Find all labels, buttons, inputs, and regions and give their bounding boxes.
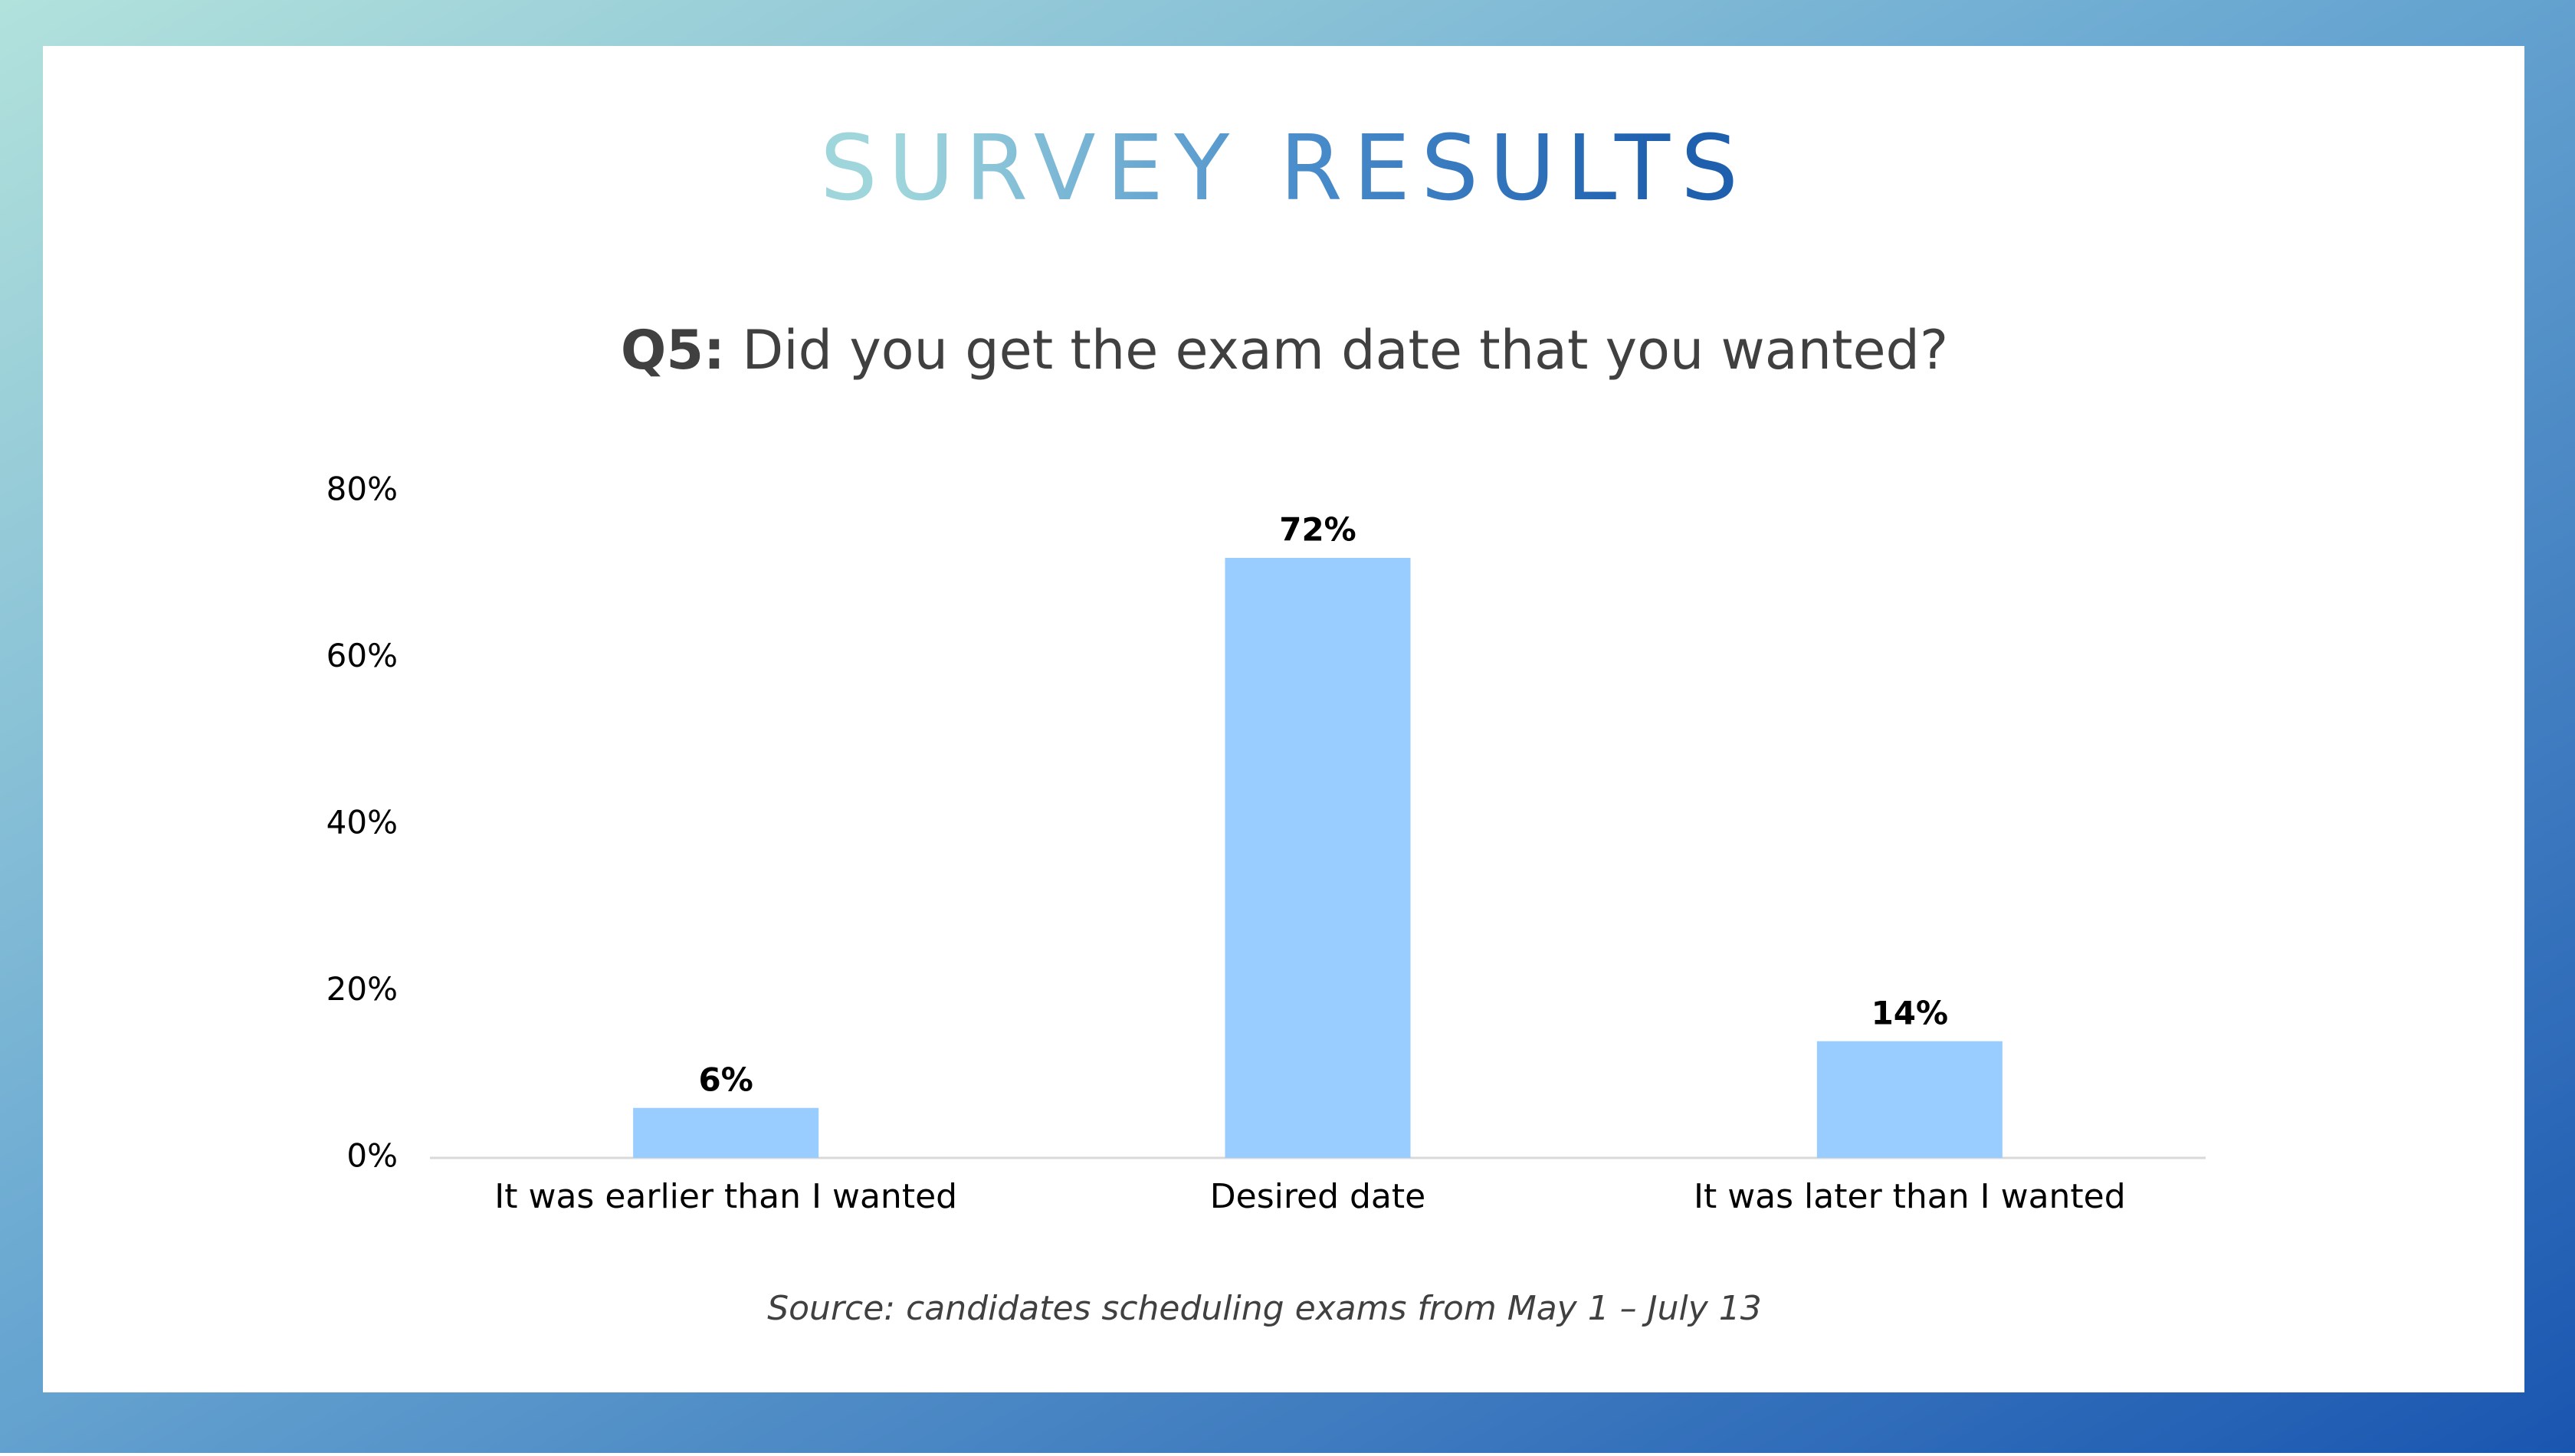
value-label: 72% xyxy=(1279,511,1356,549)
bar xyxy=(633,1107,819,1158)
x-tick-label: It was later than I wanted xyxy=(1694,1177,2126,1216)
x-tick-label: It was earlier than I wanted xyxy=(494,1177,957,1216)
y-tick-label: 0% xyxy=(346,1137,398,1175)
value-label: 14% xyxy=(1871,994,1949,1031)
value-label: 6% xyxy=(699,1061,753,1098)
chart-title: SURVEY RESULTS xyxy=(820,115,1749,221)
subtitle-label: Q5: xyxy=(621,319,725,382)
y-tick-label: 40% xyxy=(326,804,398,841)
chart-subtitle: Q5: Did you get the exam date that you w… xyxy=(621,319,1948,382)
bar xyxy=(1816,1041,2003,1158)
y-tick-label: 20% xyxy=(326,970,398,1008)
y-tick-label: 60% xyxy=(326,637,398,674)
y-tick-label: 80% xyxy=(326,471,398,508)
source-note: Source: candidates scheduling exams from… xyxy=(767,1289,1762,1328)
x-tick-label: Desired date xyxy=(1210,1177,1425,1216)
subtitle-text: Did you get the exam date that you wante… xyxy=(742,319,1948,382)
bar xyxy=(1225,558,1411,1158)
